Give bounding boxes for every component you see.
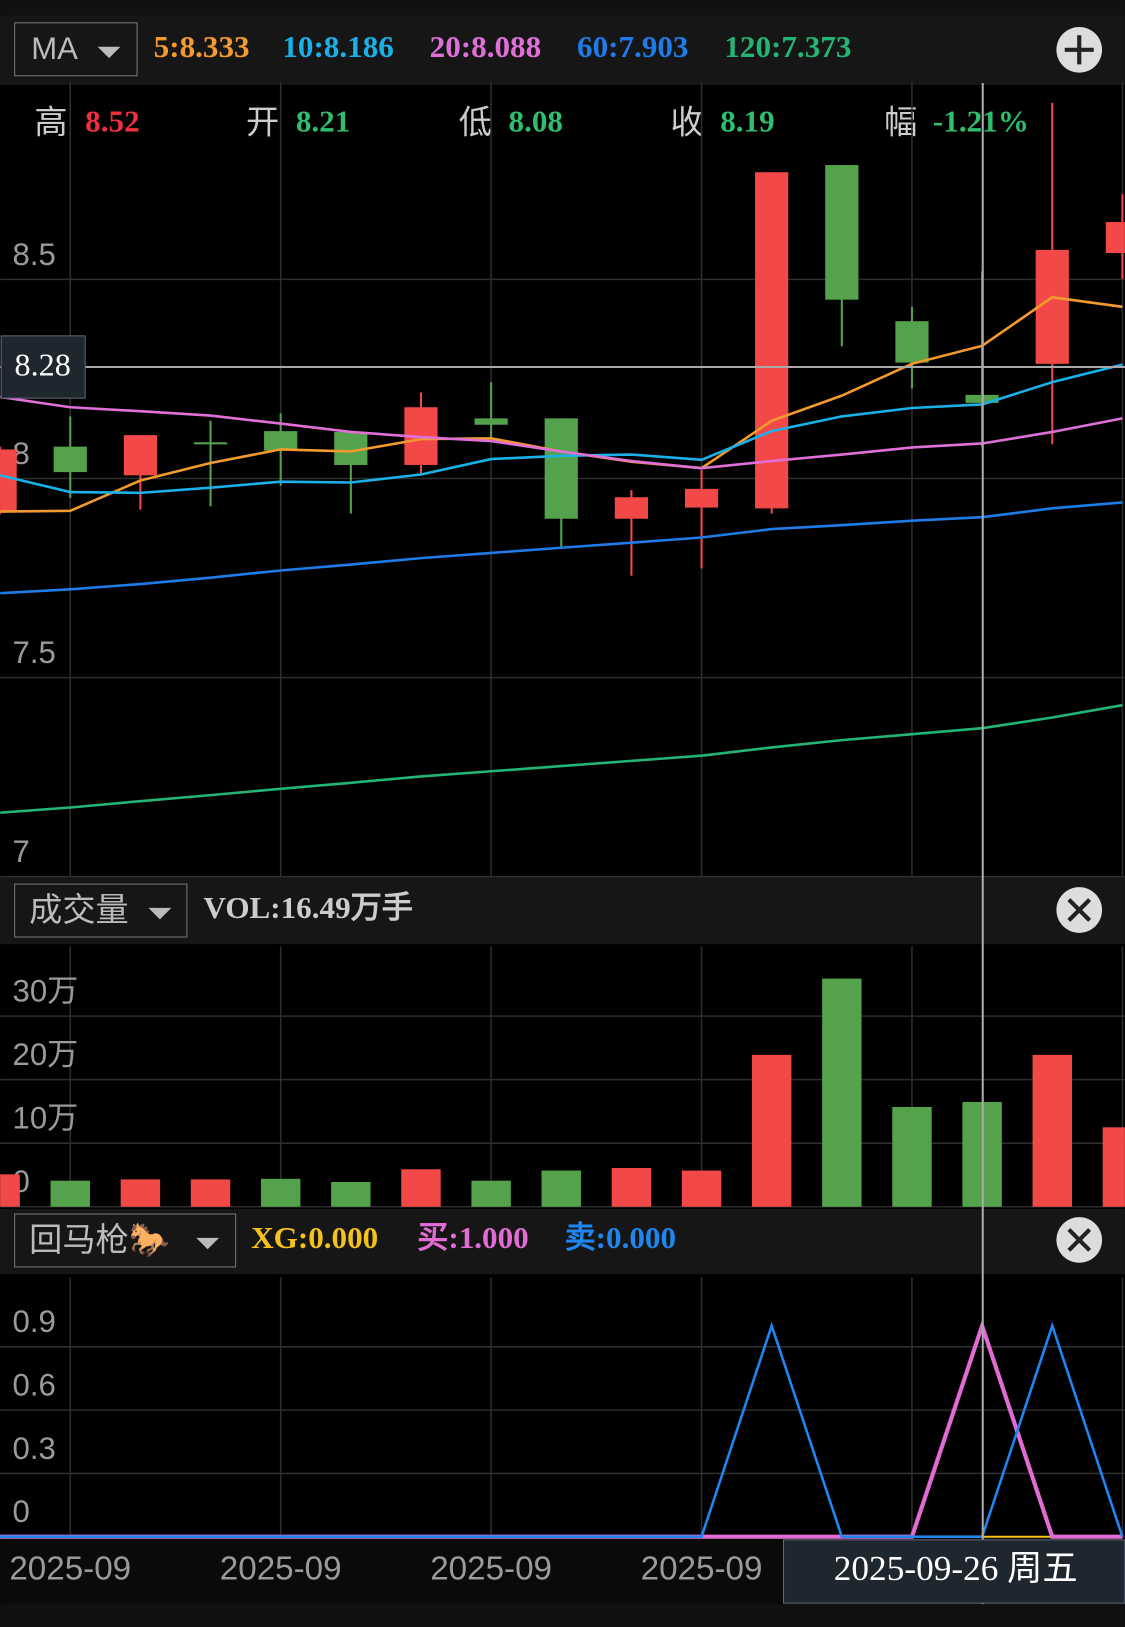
y-tick-label: 10万 (13, 1101, 79, 1136)
candle-body (684, 488, 719, 508)
signal-dropdown[interactable] (14, 1213, 237, 1268)
crosshair-price-box (0, 335, 86, 399)
ma-dropdown-label: MA (31, 31, 78, 66)
signal-dropdown-label: 回马枪🐎 (29, 1221, 170, 1259)
legend-entry: 120:7.373 (724, 29, 851, 64)
signal-legend: XG:0.000 买:1.000 卖:0.000 (251, 1220, 676, 1255)
crosshair-date: 2025-09-26 周五 (834, 1549, 1078, 1588)
volume-bar (120, 1179, 161, 1207)
x-tick-label: 2025-09 (430, 1551, 552, 1588)
candle-body (264, 431, 298, 451)
caret (196, 1237, 220, 1250)
volume-bar (1032, 1054, 1072, 1207)
volume-dropdown-label: 成交量 (29, 892, 129, 929)
quote-row: 高 8.52 开 8.21 低 8.08 收 8.19 幅 -1.21% (34, 104, 1029, 142)
volume-bar (611, 1167, 652, 1207)
quote-open: 8.21 (296, 104, 350, 139)
close-icon (1067, 1228, 1092, 1252)
plots: 2025-09 2025-09 2025-09 2025-09 7 7.5 8 8.5 0 10万… (0, 81, 1125, 1588)
volume-bar (1102, 1127, 1125, 1207)
candle-body (123, 435, 157, 476)
ma-dropdown[interactable] (14, 22, 138, 77)
volume-bar (331, 1181, 371, 1207)
candle-body (1105, 222, 1125, 254)
volume-bar (0, 1174, 20, 1207)
line (0, 703, 1123, 814)
signal-toolbar (0, 1208, 1125, 1275)
volume-bar (892, 1106, 932, 1207)
quote-label: 高 (34, 104, 67, 141)
volume-bar (260, 1178, 301, 1207)
y-tick-label: 0.9 (13, 1304, 56, 1339)
quote-close: 8.19 (720, 104, 774, 139)
plus-icon (1064, 35, 1094, 65)
volume-bar (541, 1170, 581, 1207)
line (0, 395, 1123, 470)
line (0, 1319, 1123, 1539)
quote-label: 收 (670, 104, 703, 141)
y-tick-label: 30万 (13, 973, 79, 1008)
candle-body (1035, 249, 1069, 364)
volume-toolbar (0, 877, 1125, 945)
candle-body (193, 442, 228, 445)
close-icon (1067, 898, 1092, 922)
volume-bar (471, 1180, 511, 1207)
volume-bar (190, 1179, 231, 1207)
volume-dropdown[interactable] (14, 883, 188, 938)
bottom-strip (0, 1604, 1125, 1627)
quote-high: 8.52 (85, 104, 139, 139)
crosshair-price: 8.28 (15, 346, 71, 382)
y-tick-label: 7.5 (13, 635, 56, 670)
candle-body (0, 449, 17, 512)
quote-label: 低 (459, 104, 492, 141)
legend-entry: 5:8.333 (154, 29, 250, 64)
volume-bar (50, 1180, 90, 1207)
line (0, 1321, 1124, 1539)
x-tick-label: 2025-09 (641, 1551, 763, 1588)
candle-body (895, 321, 929, 363)
y-tick-label: 8 (13, 436, 30, 471)
y-tick-label: 8.5 (13, 237, 56, 272)
line (0, 501, 1123, 595)
y-tick-label: 0.6 (13, 1368, 56, 1403)
caret (97, 46, 121, 59)
candle-body (825, 165, 859, 300)
quote-change: -1.21% (933, 104, 1029, 139)
candle-body (53, 446, 87, 473)
quote-label: 开 (246, 104, 279, 141)
candle-body (544, 418, 578, 519)
volume-bar (751, 1054, 792, 1207)
x-tick-label: 2025-09 (220, 1551, 342, 1588)
ma-toolbar (0, 15, 1125, 86)
legend-entry: 60:7.903 (577, 29, 688, 64)
candle-body (614, 497, 649, 519)
ma-legend: 5:8.333 10:8.186 20:8.088 60:7.903 120:7.373 (154, 29, 852, 64)
y-tick-label: 0 (13, 1494, 30, 1529)
crosshair: 2025-09-26 周五 8.28 (0, 83, 1125, 1605)
status-strip (0, 0, 1125, 16)
quote-low: 8.08 (509, 104, 563, 139)
caret (148, 907, 172, 920)
volume-bar (681, 1170, 722, 1207)
y-tick-label: 20万 (13, 1037, 79, 1072)
crosshair-date-box (782, 1539, 1125, 1604)
legend-entry: XG:0.000 (251, 1220, 378, 1255)
legend-entry: 买:1.000 (417, 1220, 528, 1255)
volume-bar (401, 1169, 441, 1207)
line (0, 363, 1123, 495)
volume-readout: VOL:16.49万手 (203, 890, 412, 925)
volume-bar (822, 978, 862, 1207)
legend-entry: 10:8.186 (282, 29, 393, 64)
legend-entry: 卖:0.000 (565, 1220, 676, 1255)
x-tick-label: 2025-09 (9, 1551, 131, 1588)
legend-entry: 20:8.088 (430, 29, 541, 64)
candle-body (755, 172, 789, 509)
y-tick-label: 7 (13, 834, 30, 869)
candle-body (474, 418, 508, 425)
y-tick-label: 0.3 (13, 1431, 56, 1466)
